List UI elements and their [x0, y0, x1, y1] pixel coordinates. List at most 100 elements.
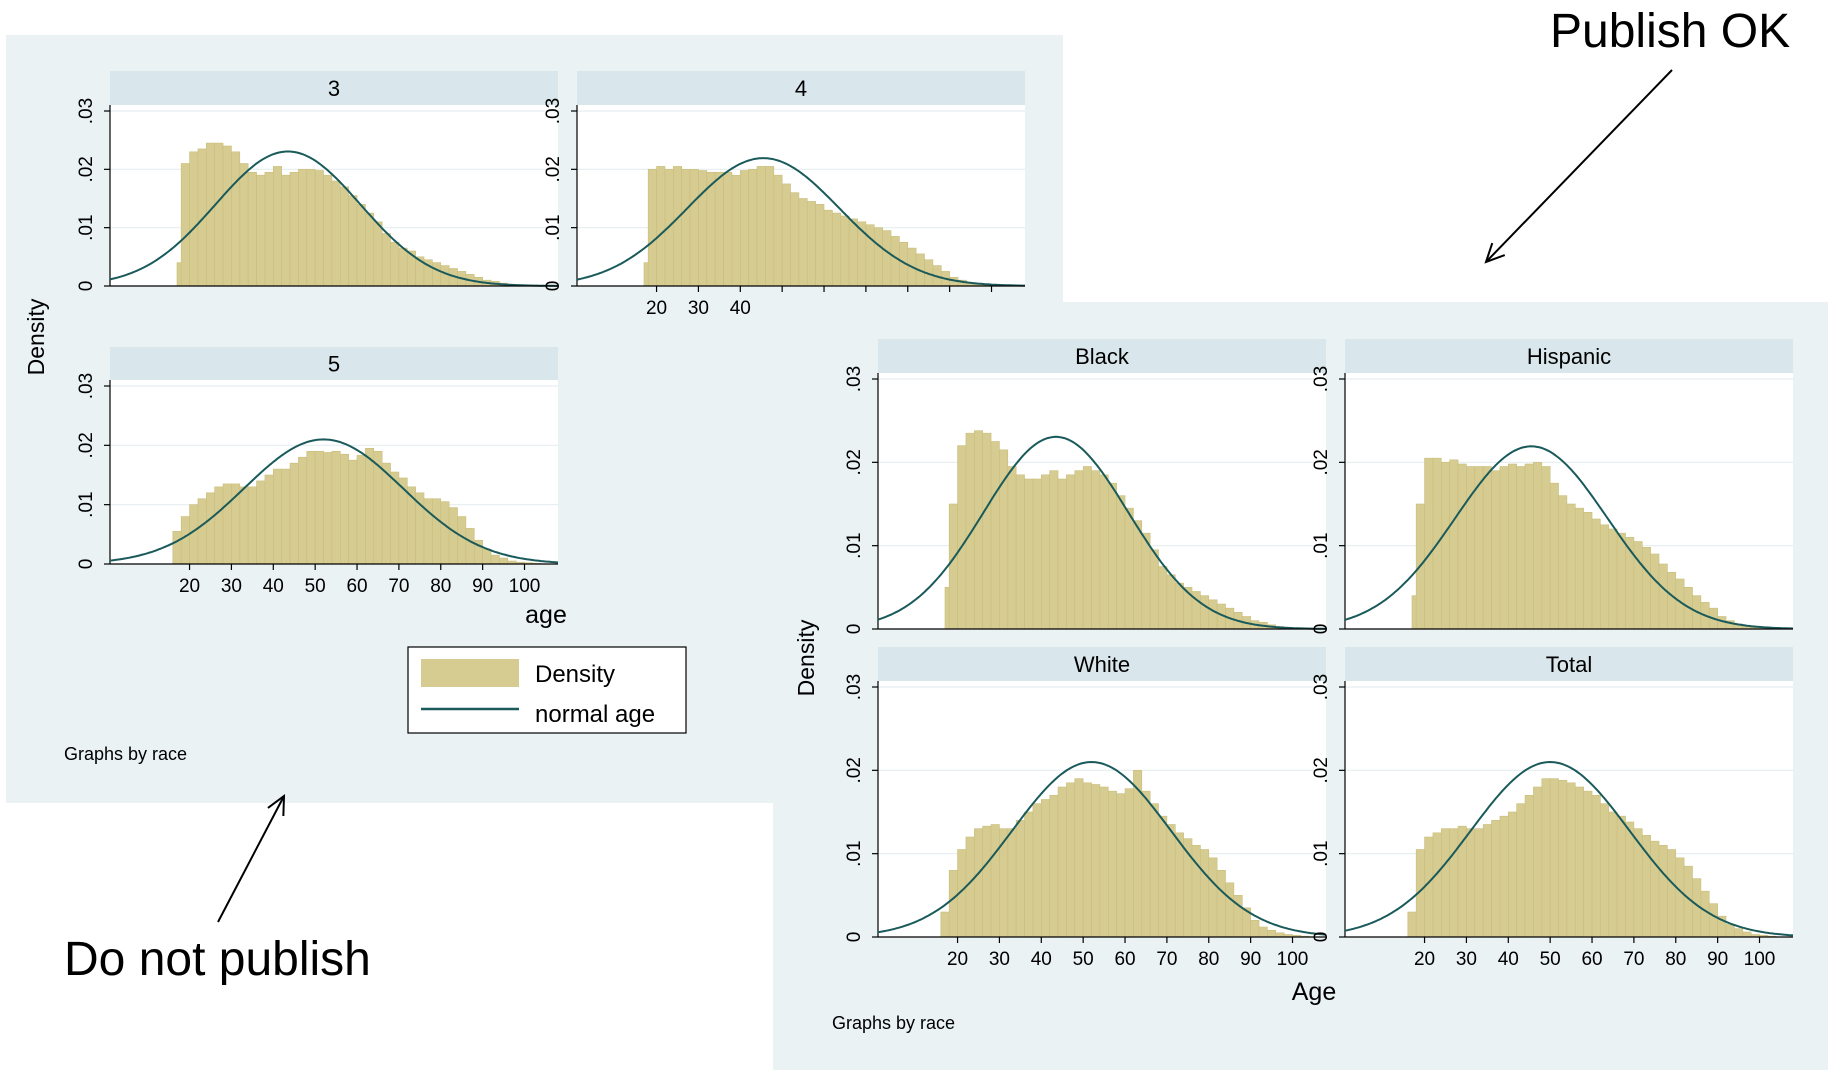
histogram-bar — [189, 504, 199, 565]
x-tick-label: 80 — [1198, 949, 1219, 970]
y-tick-label: .01 — [1311, 532, 1332, 558]
histogram-bar — [1040, 799, 1050, 938]
x-tick-label: 60 — [1114, 949, 1135, 970]
y-tick-label: .02 — [1311, 449, 1332, 475]
histogram-bar — [281, 468, 291, 565]
y-tick-label: 0 — [76, 559, 97, 570]
histogram-bar — [1208, 599, 1218, 630]
histogram-bar — [440, 501, 450, 565]
normal-curve — [576, 157, 1025, 287]
histogram-bar — [840, 215, 850, 287]
histogram-bar — [390, 241, 400, 287]
histogram-bar — [1667, 572, 1677, 630]
y-axis-label: Density — [23, 298, 49, 375]
histogram-bar — [365, 212, 375, 287]
histogram-bar — [823, 209, 833, 287]
y-tick-label: .03 — [76, 98, 97, 124]
histogram-bar — [214, 486, 224, 565]
panel-black: Black 0 .01 .02 .03 — [844, 339, 1326, 634]
histogram-bar — [1082, 466, 1092, 630]
histogram-bar — [323, 452, 333, 565]
x-tick-label: 100 — [1277, 949, 1309, 970]
x-tick-label: 30 — [221, 576, 242, 597]
publish-ok-figure: Black 0 .01 .02 .03 Hispanic 0 .01 .02 .03 White 0.… — [773, 302, 1828, 1070]
histogram-bar — [1667, 849, 1677, 938]
histogram-bar — [1583, 512, 1593, 630]
legend-label: Density — [535, 661, 615, 688]
normal-curve — [877, 435, 1326, 630]
panel-hispanic: Hispanic 0 .01 .02 .03 — [1311, 339, 1794, 634]
histogram-bar — [306, 450, 316, 565]
histogram-bar — [1625, 821, 1635, 938]
histogram-bar — [1258, 926, 1268, 938]
histogram-bar — [1440, 828, 1450, 938]
legend-swatch-density — [421, 659, 519, 687]
x-tick-label: 40 — [1498, 949, 1519, 970]
x-tick-label: 70 — [388, 576, 409, 597]
histogram-bar — [1007, 466, 1017, 630]
histogram-bar — [1091, 784, 1101, 938]
panel-title: Total — [1546, 652, 1592, 677]
histogram-bar — [1124, 507, 1134, 630]
histogram-bar — [790, 192, 800, 287]
histogram-bar — [339, 453, 349, 565]
histogram-bar — [714, 171, 724, 287]
histogram-bar — [1457, 463, 1467, 630]
histogram-bar — [298, 169, 308, 287]
histogram-bar — [197, 498, 207, 565]
histogram-bar — [965, 432, 975, 630]
histogram-bar — [765, 166, 775, 287]
histogram-bar — [1591, 518, 1601, 630]
panel-3: 3 0 .01 .02 .03 — [76, 71, 558, 291]
histogram-bar — [222, 145, 232, 287]
histogram-bar — [1650, 553, 1660, 630]
histogram-bar — [172, 531, 182, 565]
histogram-bar — [1742, 931, 1752, 938]
y-tick-label: .01 — [76, 491, 97, 517]
histogram-bar — [1024, 478, 1034, 630]
histogram-bar — [1032, 803, 1042, 938]
histogram-bar — [448, 507, 458, 565]
histogram-bar — [1482, 824, 1492, 938]
histogram-bar — [272, 166, 282, 287]
histogram-bar — [1267, 930, 1277, 938]
histogram-bar — [1133, 770, 1143, 938]
legend: Density normal age — [407, 646, 687, 734]
histogram-bar — [890, 236, 900, 287]
histogram-bar — [1158, 566, 1168, 630]
histogram-bar — [1616, 532, 1626, 630]
x-tick-label: 80 — [430, 576, 451, 597]
histogram-bar — [656, 166, 666, 287]
histogram-bar — [365, 447, 375, 565]
y-tick-label: .01 — [844, 532, 865, 558]
y-tick-label: .02 — [1311, 757, 1332, 783]
do-not-publish-annotation: Do not publish — [64, 933, 371, 986]
histogram-bar — [948, 870, 958, 938]
histogram-bar — [1208, 857, 1218, 938]
histogram-bar — [1449, 459, 1459, 630]
histogram-bar — [957, 445, 967, 630]
histogram-bar — [314, 170, 324, 287]
y-tick-label: 0 — [844, 624, 865, 635]
histogram-bar — [1675, 857, 1685, 938]
histogram-bar — [1049, 470, 1059, 630]
histogram-bar — [1275, 932, 1285, 938]
panel-white: White 0 .01 .02 .03 20 30 40 50 60 70 80 90 100 — [844, 647, 1327, 970]
histogram-bar — [1141, 532, 1151, 630]
x-tick-label: 90 — [1240, 949, 1261, 970]
histogram-bar — [1200, 849, 1210, 938]
histogram-bar — [289, 462, 299, 565]
histogram-bar — [689, 169, 699, 287]
histogram-bar — [239, 163, 249, 287]
histogram-bar — [1057, 478, 1067, 630]
y-tick-label: 0 — [76, 281, 97, 292]
histogram-bar — [189, 151, 199, 287]
histogram-bar — [1717, 616, 1727, 630]
histogram-bar — [672, 166, 682, 287]
histogram-bar — [1734, 928, 1744, 938]
histogram-bar — [1149, 549, 1159, 630]
histogram-bar — [756, 166, 766, 287]
histogram-bar — [1700, 890, 1710, 938]
histogram-bar — [1099, 474, 1109, 630]
histogram-bar — [1507, 463, 1517, 630]
